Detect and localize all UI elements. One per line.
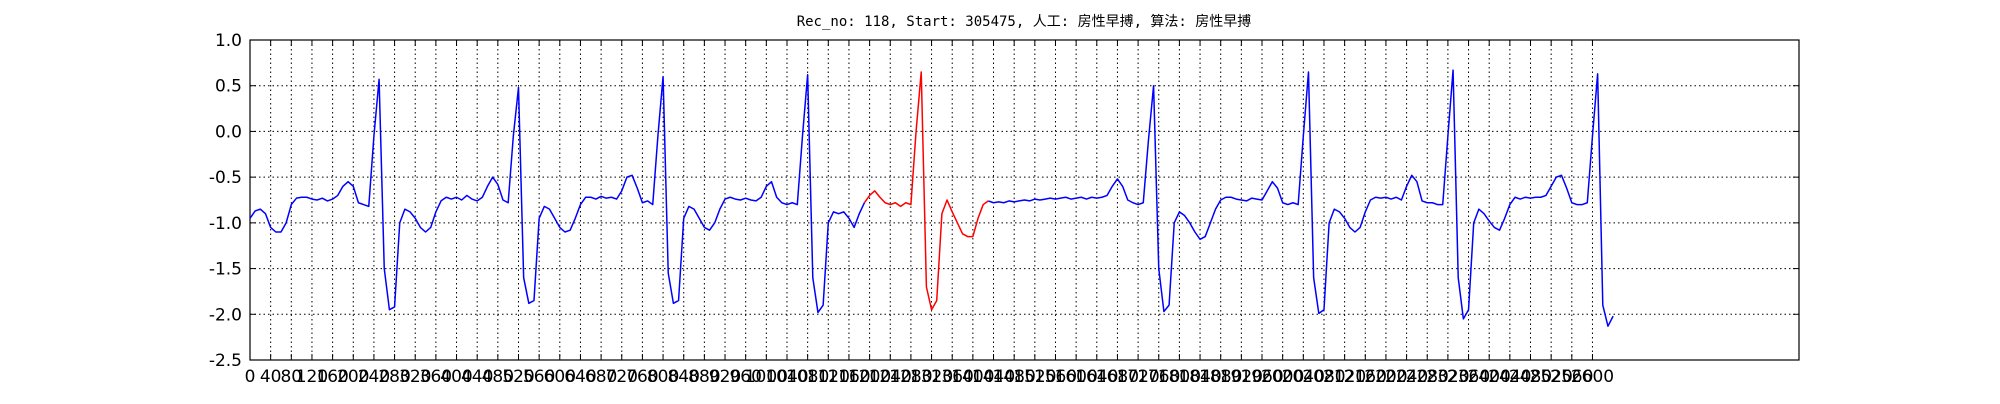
x-tick-label: 960 — [729, 367, 761, 387]
x-tick-label: 920 — [709, 367, 741, 387]
x-tick-label: 1720 — [1116, 367, 1159, 387]
x-tick-label: 1360 — [931, 367, 974, 387]
x-tick-label: 1560 — [1034, 367, 1077, 387]
x-tick-label: 120 — [296, 367, 328, 387]
x-tick-label: 880 — [688, 367, 720, 387]
chart-title: Rec_no: 118, Start: 305475, 人工: 房性早搏, 算法… — [797, 13, 1252, 30]
x-tick-label: 1280 — [889, 367, 932, 387]
x-tick-label: 2160 — [1344, 367, 1387, 387]
x-tick-label: 2480 — [1509, 367, 1552, 387]
x-tick-label: 1600 — [1055, 367, 1098, 387]
x-tick-label: 2520 — [1530, 367, 1573, 387]
x-tick-label: 1880 — [1199, 367, 1242, 387]
x-tick-label: 520 — [502, 367, 534, 387]
x-tick-label: 320 — [399, 367, 431, 387]
x-tick-label: 1040 — [765, 367, 808, 387]
x-tick-label: 560 — [523, 367, 555, 387]
x-tick-label: 2120 — [1323, 367, 1366, 387]
x-tick-label: 760 — [626, 367, 658, 387]
x-tick-label: 2200 — [1364, 367, 1407, 387]
x-tick-label: 1000 — [745, 367, 788, 387]
x-tick-label: 1800 — [1158, 367, 1201, 387]
x-tick-label: 680 — [585, 367, 617, 387]
x-tick-label: 160 — [316, 367, 348, 387]
x-tick-label: 0 — [245, 367, 256, 387]
x-tick-label: 280 — [378, 367, 410, 387]
y-tick-label: -1.5 — [209, 260, 242, 280]
x-tick-label: 200 — [337, 367, 369, 387]
x-tick-label: 40 — [260, 367, 282, 387]
y-tick-label: 0.0 — [215, 122, 242, 142]
x-tick-label: 1440 — [972, 367, 1015, 387]
x-tick-label: 1680 — [1096, 367, 1139, 387]
y-tick-label: 1.0 — [215, 31, 242, 51]
y-tick-label: -2.5 — [209, 351, 242, 371]
x-tick-label: 2600 — [1571, 367, 1614, 387]
x-tick-label: 1080 — [786, 367, 829, 387]
y-tick-label: -1.0 — [209, 214, 242, 234]
x-tick-label: 800 — [647, 367, 679, 387]
x-tick-label: 2440 — [1488, 367, 1531, 387]
ecg-line — [249, 69, 1614, 327]
x-tick-label: 2320 — [1426, 367, 1469, 387]
y-tick-label: -2.0 — [209, 305, 242, 325]
x-tick-label: 2080 — [1302, 367, 1345, 387]
x-tick-label: 2400 — [1468, 367, 1511, 387]
x-tick-label: 80 — [280, 367, 302, 387]
x-tick-label: 840 — [667, 367, 699, 387]
x-tick-label: 2240 — [1385, 367, 1428, 387]
x-tick-label: 720 — [606, 367, 638, 387]
x-tick-label: 1400 — [951, 367, 994, 387]
x-tick-label: 600 — [544, 367, 576, 387]
x-tick-label: 1520 — [1013, 367, 1056, 387]
x-tick-label: 2280 — [1406, 367, 1449, 387]
x-tick-label: 2560 — [1550, 367, 1593, 387]
x-tick-label: 1760 — [1137, 367, 1180, 387]
x-tick-label: 2000 — [1261, 367, 1304, 387]
x-tick-label: 480 — [482, 367, 514, 387]
plot-frame — [249, 39, 1800, 361]
x-tick-label: 640 — [564, 367, 596, 387]
x-tick-label: 1160 — [827, 367, 870, 387]
x-tick-label: 1320 — [910, 367, 953, 387]
x-tick-label: 1120 — [807, 367, 850, 387]
x-tick-label: 1840 — [1178, 367, 1221, 387]
x-tick-label: 1920 — [1220, 367, 1263, 387]
x-tick-label: 240 — [358, 367, 390, 387]
x-tick-label: 1200 — [848, 367, 891, 387]
x-tick-label: 360 — [420, 367, 452, 387]
x-tick-label: 2040 — [1282, 367, 1325, 387]
x-tick-label: 1240 — [869, 367, 912, 387]
y-tick-label: -0.5 — [209, 168, 242, 188]
x-tick-label: 2360 — [1447, 367, 1490, 387]
x-tick-label: 1480 — [993, 367, 1036, 387]
ecg-line — [863, 71, 989, 311]
x-tick-label: 440 — [461, 367, 493, 387]
x-tick-label: 1640 — [1075, 367, 1118, 387]
y-tick-label: 0.5 — [215, 77, 242, 97]
x-tick-label: 1960 — [1240, 367, 1283, 387]
x-tick-label: 400 — [440, 367, 472, 387]
